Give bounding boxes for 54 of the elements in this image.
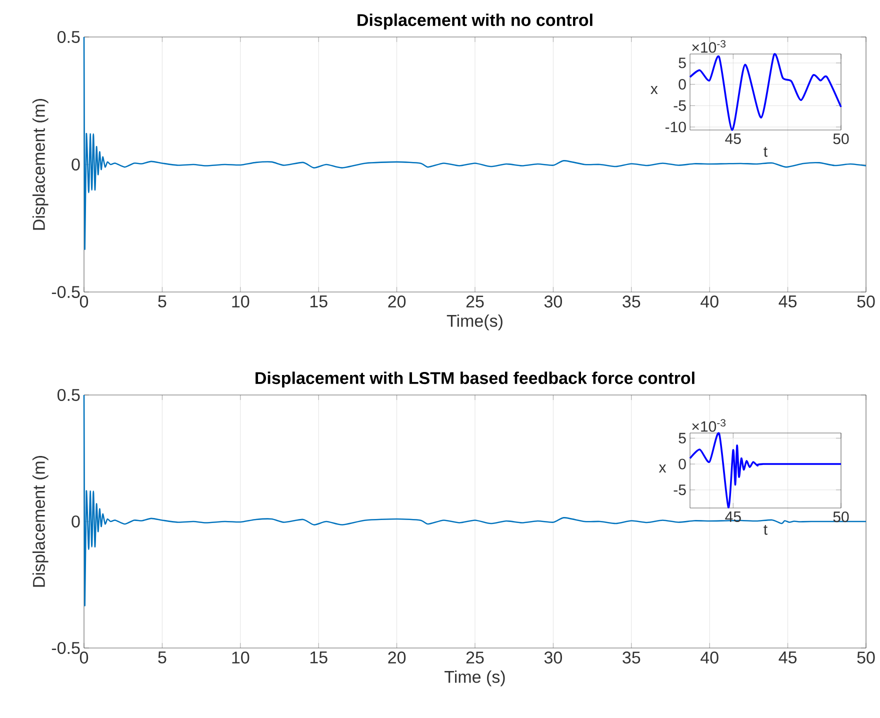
x-axis-title: t	[764, 525, 768, 535]
x-tick-label: 5	[158, 296, 166, 308]
x-tick-label: 30	[544, 652, 562, 664]
annotation: ×10$^{-3}$	[692, 419, 726, 432]
x-tick-label: 5	[158, 652, 166, 664]
line-series	[689, 432, 842, 508]
chart-title: Displacement with LSTM based feedback force control	[256, 372, 694, 388]
x-axis-title: t	[764, 147, 768, 157]
x-axis-title: Time (s)	[444, 670, 505, 686]
chart-title: Displacement with no control	[358, 14, 592, 30]
x-tick-label: 50	[833, 512, 849, 522]
x-tick-label: 45	[725, 134, 741, 144]
y-tick-label: -0.5	[52, 286, 80, 298]
y-tick-label: -5	[674, 484, 686, 496]
x-tick-label: 20	[388, 652, 406, 664]
line-series	[83, 394, 867, 606]
x-tick-label: 10	[232, 296, 250, 308]
x-tick-label: 40	[700, 296, 718, 308]
line-series	[83, 36, 867, 250]
y-tick-label: 5	[678, 432, 686, 444]
x-tick-label: 35	[622, 296, 640, 308]
x-tick-label: 45	[725, 512, 741, 522]
x-tick-label: 50	[857, 296, 875, 308]
y-tick-label: 0	[678, 458, 686, 470]
x-tick-label: 20	[388, 296, 406, 308]
x-tick-label: 45	[778, 296, 797, 308]
y-tick-label: 0.5	[57, 388, 80, 402]
x-tick-label: 50	[833, 134, 849, 144]
x-tick-label: 25	[466, 296, 484, 308]
x-tick-label: 15	[310, 296, 328, 308]
y-tick-label: -10	[665, 122, 686, 132]
y-tick-label: -5	[674, 100, 686, 111]
x-tick-label: 40	[700, 652, 718, 664]
x-axis-title: Time(s)	[446, 314, 502, 330]
y-axis-title: Displacement (m)	[32, 456, 48, 587]
y-tick-label: -0.5	[52, 642, 80, 654]
y-tick-label: 5	[678, 58, 686, 68]
x-tick-label: 50	[857, 652, 875, 664]
y-axis-title: Displacement (m)	[32, 98, 48, 230]
x-tick-label: 30	[544, 296, 562, 308]
x-tick-label: 0	[80, 652, 88, 664]
x-tick-label: 25	[466, 652, 484, 664]
x-tick-label: 10	[232, 652, 250, 664]
y-tick-label: 0.5	[57, 30, 80, 44]
y-axis-title: x	[658, 464, 666, 472]
y-tick-label: 0	[72, 158, 80, 171]
x-tick-label: 35	[622, 652, 640, 664]
annotation: ×10$^{-3}$	[692, 40, 726, 53]
x-tick-label: 15	[310, 652, 328, 664]
x-tick-label: 0	[80, 296, 88, 308]
y-axis-title: x	[650, 86, 658, 94]
x-tick-label: 45	[778, 652, 797, 664]
line-series	[689, 54, 842, 131]
y-tick-label: 0	[678, 78, 686, 90]
